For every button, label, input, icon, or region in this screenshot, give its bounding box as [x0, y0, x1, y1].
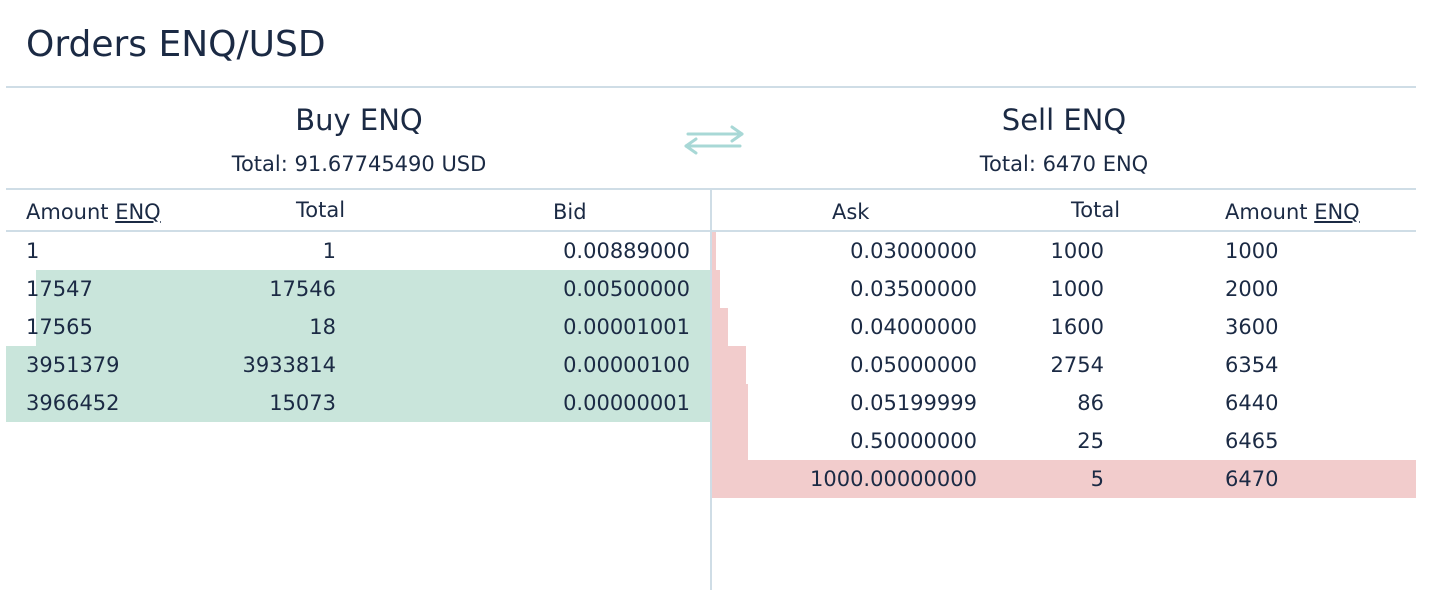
sell-header-total[interactable]: Total: [1071, 198, 1121, 222]
sell-order-row[interactable]: 0.05199999 86 6440: [712, 384, 1416, 422]
buy-header-bid[interactable]: Bid: [553, 200, 587, 224]
orders-panel: Orders ENQ/USD Buy ENQ Total: 91.6774549…: [6, 0, 1416, 590]
buy-order-book: 1 1 0.00889000 17547 17546 0.00500000 17565 18 0…: [6, 232, 710, 572]
buy-row-bid: 0.00000100: [563, 353, 690, 377]
sell-order-row[interactable]: 0.03000000 1000 1000: [712, 232, 1416, 270]
center-divider: [710, 188, 712, 590]
sell-row-amount: 2000: [1225, 277, 1279, 301]
sell-depth-bar: [712, 346, 746, 384]
buy-order-row[interactable]: 17547 17546 0.00500000: [6, 270, 710, 308]
buy-title: Buy ENQ: [295, 103, 423, 137]
buy-row-total: 3933814: [242, 353, 336, 377]
sell-row-amount: 6354: [1225, 353, 1279, 377]
sell-row-ask: 0.04000000: [850, 315, 977, 339]
sell-total: Total: 6470 ENQ: [979, 152, 1149, 176]
column-header-divider: [6, 230, 1416, 232]
buy-order-row[interactable]: 1 1 0.00889000: [6, 232, 710, 270]
buy-header-total[interactable]: Total: [296, 198, 346, 222]
sell-row-ask: 0.50000000: [850, 429, 977, 453]
sell-header-ask[interactable]: Ask: [832, 200, 870, 224]
sell-order-row[interactable]: 0.05000000 2754 6354: [712, 346, 1416, 384]
buy-row-amount: 3966452: [26, 391, 120, 415]
buy-total: Total: 91.67745490 USD: [231, 152, 487, 176]
buy-row-bid: 0.00000001: [563, 391, 690, 415]
sell-row-amount: 6465: [1225, 429, 1279, 453]
sell-row-total: 5: [1090, 467, 1104, 491]
buy-depth-bar: [36, 270, 710, 308]
buy-header-amount-unit[interactable]: ENQ: [115, 200, 161, 224]
sell-depth-bar: [712, 384, 748, 422]
sell-row-ask: 0.03500000: [850, 277, 977, 301]
sell-row-ask: 0.05000000: [850, 353, 977, 377]
sell-row-total: 2754: [1050, 353, 1104, 377]
buy-row-bid: 0.00889000: [563, 239, 690, 263]
sell-header-amount-label: Amount: [1225, 200, 1315, 224]
buy-row-total: 18: [309, 315, 336, 339]
sell-row-ask: 0.03000000: [850, 239, 977, 263]
sell-row-total: 86: [1077, 391, 1104, 415]
buy-row-amount: 1: [26, 239, 40, 263]
buy-depth-bar: [36, 308, 710, 346]
sell-title: Sell ENQ: [1001, 103, 1127, 137]
buy-row-total: 1: [322, 239, 336, 263]
sell-order-row[interactable]: 0.04000000 1600 3600: [712, 308, 1416, 346]
buy-order-row[interactable]: 17565 18 0.00001001: [6, 308, 710, 346]
buy-row-bid: 0.00500000: [563, 277, 690, 301]
buy-row-amount: 17547: [26, 277, 93, 301]
sell-row-total: 1600: [1050, 315, 1104, 339]
sell-order-book: 0.03000000 1000 1000 0.03500000 1000 2000 0.04…: [712, 232, 1416, 572]
swap-arrows-icon[interactable]: [682, 124, 746, 158]
sell-header-amount-unit[interactable]: ENQ: [1314, 200, 1360, 224]
buy-row-amount: 17565: [26, 315, 93, 339]
buy-depth-bar: [6, 346, 710, 384]
sell-depth-bar: [712, 460, 1416, 498]
sell-order-row[interactable]: 1000.00000000 5 6470: [712, 460, 1416, 498]
page-title: Orders ENQ/USD: [26, 24, 326, 65]
buy-header-amount[interactable]: Amount ENQ: [26, 198, 161, 226]
buy-row-total: 17546: [269, 277, 336, 301]
sell-header-amount[interactable]: Amount ENQ: [1225, 198, 1360, 226]
sell-depth-bar: [712, 308, 728, 346]
title-divider: [6, 86, 1416, 88]
buy-depth-bar: [6, 384, 710, 422]
sell-row-amount: 6440: [1225, 391, 1279, 415]
sell-order-row[interactable]: 0.50000000 25 6465: [712, 422, 1416, 460]
buy-order-row[interactable]: 3966452 15073 0.00000001: [6, 384, 710, 422]
sell-depth-bar: [712, 270, 720, 308]
sell-row-amount: 3600: [1225, 315, 1279, 339]
sell-row-total: 1000: [1050, 239, 1104, 263]
buy-row-bid: 0.00001001: [563, 315, 690, 339]
sell-row-total: 1000: [1050, 277, 1104, 301]
buy-row-amount: 3951379: [26, 353, 120, 377]
sell-row-amount: 1000: [1225, 239, 1279, 263]
buy-order-row[interactable]: 3951379 3933814 0.00000100: [6, 346, 710, 384]
buy-header-amount-label: Amount: [26, 200, 116, 224]
sell-depth-bar: [712, 232, 716, 270]
sell-row-total: 25: [1077, 429, 1104, 453]
sell-order-row[interactable]: 0.03500000 1000 2000: [712, 270, 1416, 308]
sell-row-amount: 6470: [1225, 467, 1279, 491]
sell-row-ask: 1000.00000000: [809, 467, 977, 491]
buy-row-total: 15073: [269, 391, 336, 415]
sell-depth-bar: [712, 422, 748, 460]
sell-row-ask: 0.05199999: [850, 391, 977, 415]
